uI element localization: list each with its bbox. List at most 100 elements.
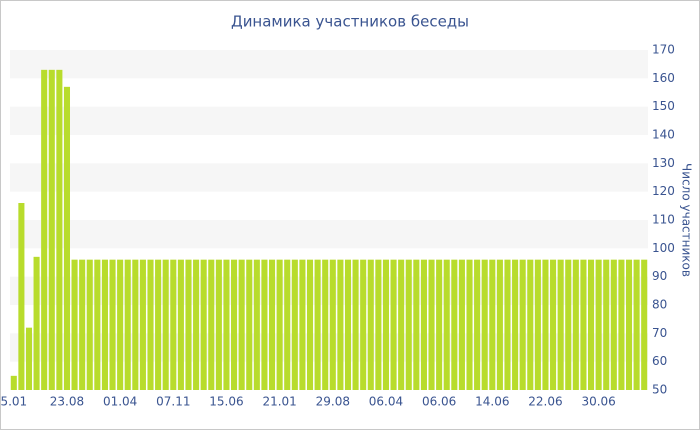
x-tick-label: 06.06 (422, 395, 456, 409)
bar (595, 259, 602, 390)
x-tick-label: 01.04 (103, 395, 137, 409)
bar (117, 259, 124, 390)
x-tick-label: 5.01 (0, 395, 27, 409)
x-tick-label: 14.06 (475, 395, 509, 409)
bar (314, 259, 321, 390)
bar (489, 259, 496, 390)
bar (177, 259, 184, 390)
y-tick-label: 150 (652, 99, 675, 113)
bar (512, 259, 519, 390)
bar (458, 259, 465, 390)
x-tick-label: 15.06 (209, 395, 243, 409)
bar (572, 259, 579, 390)
bar (360, 259, 367, 390)
bar (56, 69, 63, 390)
bar (641, 259, 648, 390)
bar (337, 259, 344, 390)
grid-band (10, 276, 648, 305)
bar (413, 259, 420, 390)
bar (306, 259, 314, 390)
bar (610, 259, 617, 390)
y-tick-label: 80 (652, 298, 667, 312)
bar (420, 259, 427, 390)
bar (261, 259, 268, 390)
y-tick-label: 120 (652, 184, 675, 198)
bar (25, 327, 33, 390)
bar (284, 259, 291, 390)
bar (580, 259, 587, 390)
bar (633, 259, 640, 390)
y-tick-label: 140 (652, 128, 675, 142)
bar (322, 259, 329, 390)
bar (208, 259, 215, 390)
bar (329, 259, 336, 390)
bar (94, 259, 101, 390)
bar (557, 259, 564, 390)
bar (451, 259, 458, 390)
y-tick-label: 160 (652, 71, 675, 85)
bar (603, 259, 610, 390)
bar (352, 259, 359, 390)
bar (215, 259, 222, 390)
bar (223, 259, 230, 390)
bar (276, 259, 283, 390)
bar (139, 259, 146, 390)
grid-band (10, 50, 648, 79)
y-tick-label: 130 (652, 156, 675, 170)
bar (443, 259, 450, 390)
grid-band (10, 106, 648, 135)
grid-band (10, 333, 648, 362)
bar (375, 259, 382, 390)
bar (618, 259, 625, 390)
bar (436, 259, 443, 390)
x-tick-label: 22.06 (528, 395, 562, 409)
bar (63, 86, 71, 390)
bar (33, 256, 40, 390)
bar (71, 259, 78, 390)
bar (193, 259, 200, 390)
x-tick-label: 07.11 (156, 395, 190, 409)
bar (162, 259, 169, 390)
bar (428, 259, 435, 390)
x-tick-label: 21.01 (262, 395, 296, 409)
bar (390, 259, 397, 390)
y-tick-label: 100 (652, 241, 675, 255)
bar (367, 259, 374, 390)
bar (398, 259, 405, 390)
x-tick-label: 23.08 (50, 395, 84, 409)
bar (10, 375, 17, 390)
bar (344, 259, 352, 390)
bar (18, 203, 25, 390)
bar (625, 259, 633, 390)
bar (132, 259, 139, 390)
bar (299, 259, 306, 390)
bar (48, 69, 55, 390)
y-tick-label: 110 (652, 213, 675, 227)
x-tick-label: 29.08 (316, 395, 350, 409)
bar (231, 259, 238, 390)
grid-band (10, 220, 648, 249)
y-axis-label: Число участников (680, 163, 694, 277)
y-tick-label: 170 (652, 43, 675, 57)
bar (481, 259, 488, 390)
bar (185, 259, 192, 390)
bar (268, 259, 276, 390)
x-tick-label: 06.04 (369, 395, 403, 409)
bar (474, 259, 481, 390)
y-tick-label: 50 (652, 383, 667, 397)
bar (86, 259, 93, 390)
bar (496, 259, 503, 390)
chart-title: Динамика участников беседы (231, 13, 469, 31)
bar (124, 259, 131, 390)
bar (382, 259, 390, 390)
bar (565, 259, 572, 390)
bar (405, 259, 412, 390)
bar (550, 259, 557, 390)
bar (253, 259, 260, 390)
bar (291, 259, 298, 390)
bar (527, 259, 534, 390)
bar (101, 259, 108, 390)
bar (170, 259, 177, 390)
